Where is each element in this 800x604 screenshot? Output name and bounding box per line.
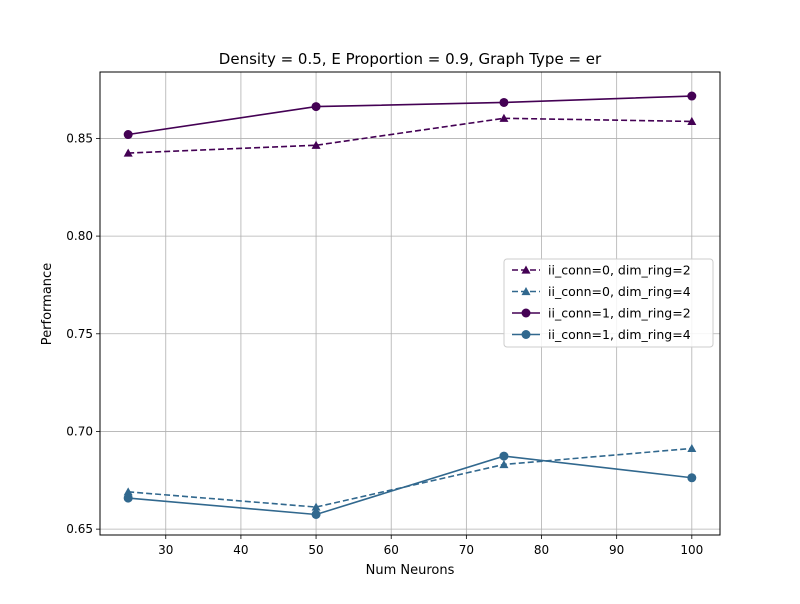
x-tick-label: 40 [233,543,248,557]
y-tick-label: 0.75 [66,327,93,341]
data-point [499,97,509,107]
legend-label: ii_conn=0, dim_ring=4 [548,284,691,299]
plot-frame [99,71,721,536]
data-point [311,509,321,519]
y-tick-label: 0.65 [66,522,93,536]
data-point [123,130,133,140]
x-tick-label: 60 [384,543,399,557]
data-point [499,459,509,469]
y-axis-label: Performance [40,263,55,345]
series-0 [123,113,697,157]
data-point [687,116,697,126]
legend-label: ii_conn=0, dim_ring=2 [548,263,691,278]
x-tick-label: 50 [308,543,323,557]
ticks: 30 40 50 60 70 80 90 100 0.65 0.70 0.75 0.80 0.85 [66,131,703,557]
chart-title: Density = 0.5, E Proportion = 0.9, Graph… [219,50,602,68]
series-line [128,117,692,154]
y-tick-label: 0.70 [66,424,93,438]
x-tick-label: 90 [609,543,624,557]
legend-swatch-marker [521,265,531,274]
data-point [311,140,321,149]
legend-label: ii_conn=1, dim_ring=4 [548,327,691,342]
y-tick-label: 0.85 [66,131,93,145]
legend-swatch-marker [521,287,531,296]
series-line [128,447,692,508]
series-1 [123,443,697,511]
series-layer [123,91,697,519]
series-3 [123,451,697,519]
series-line [128,455,692,516]
legend-box [503,258,714,348]
data-point [123,493,133,503]
data-point [687,443,697,453]
series-2 [123,91,697,140]
legend-swatch-marker [521,308,531,318]
legend-swatch-marker [521,330,531,339]
x-tick-label: 80 [534,543,549,557]
series-line [128,95,692,136]
x-tick-label: 100 [680,543,703,557]
x-tick-label: 30 [158,543,173,557]
data-point [499,451,509,461]
data-point [687,91,697,101]
data-point [123,148,133,157]
data-point [687,473,697,483]
x-tick-label: 70 [459,543,474,557]
x-axis-label: Num Neurons [366,563,455,578]
y-tick-label: 0.80 [66,229,93,243]
legend-label: ii_conn=1, dim_ring=2 [548,306,691,321]
data-point [499,113,509,122]
legend: ii_conn=0, dim_ring=2 ii_conn=0, dim_ring… [503,258,714,348]
data-point [123,487,133,496]
data-point [311,102,321,112]
data-point [311,502,321,511]
